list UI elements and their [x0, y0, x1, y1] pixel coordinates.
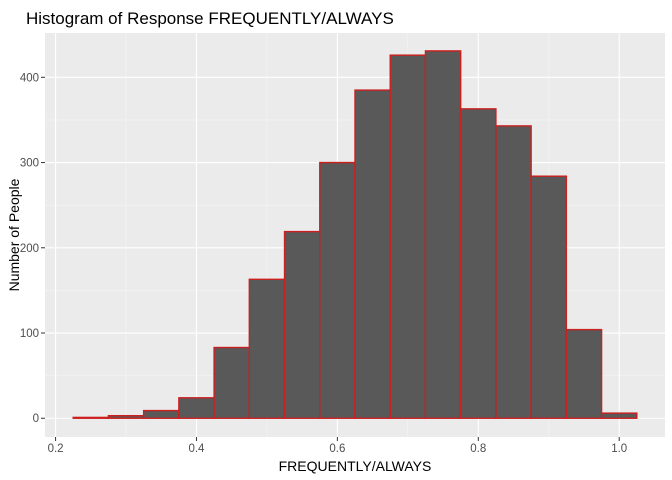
y-tick-label: 400: [20, 72, 39, 84]
histogram-bars: [72, 50, 638, 419]
histogram-bar: [283, 230, 321, 419]
histogram-bar: [319, 161, 356, 419]
histogram-bar: [389, 54, 427, 419]
histogram-bar: [600, 412, 638, 419]
histogram-bar: [530, 175, 568, 419]
histogram-bar: [72, 416, 110, 419]
histogram-bar: [354, 89, 391, 419]
x-tick-label: 0.8: [470, 443, 486, 455]
x-tick-label: 0.2: [48, 443, 64, 455]
x-tick-label: 1.0: [611, 443, 627, 455]
y-tick-label: 200: [20, 243, 39, 255]
y-axis-title: Number of People: [6, 178, 22, 291]
histogram-bar: [248, 278, 286, 419]
x-tick-label: 0.4: [188, 443, 205, 455]
histogram-bar: [213, 346, 251, 419]
histogram-bar: [565, 328, 603, 419]
chart-title: Histogram of Response FREQUENTLY/ALWAYS: [26, 9, 394, 28]
histogram-bar: [424, 50, 462, 419]
x-axis-title: FREQUENTLY/ALWAYS: [279, 458, 432, 474]
histogram-bar: [495, 125, 532, 419]
histogram-bar: [178, 397, 215, 419]
y-tick-label: 0: [33, 413, 39, 425]
y-axis: 0 100 200 300 400: [20, 72, 45, 425]
x-axis: 0.2 0.4 0.6 0.8 1.0: [48, 437, 627, 455]
histogram-bar: [142, 409, 180, 419]
x-tick-label: 0.6: [329, 443, 345, 455]
histogram-bar: [459, 108, 497, 419]
y-tick-label: 300: [20, 158, 39, 170]
histogram-bar: [107, 414, 145, 419]
y-tick-label: 100: [20, 328, 39, 340]
